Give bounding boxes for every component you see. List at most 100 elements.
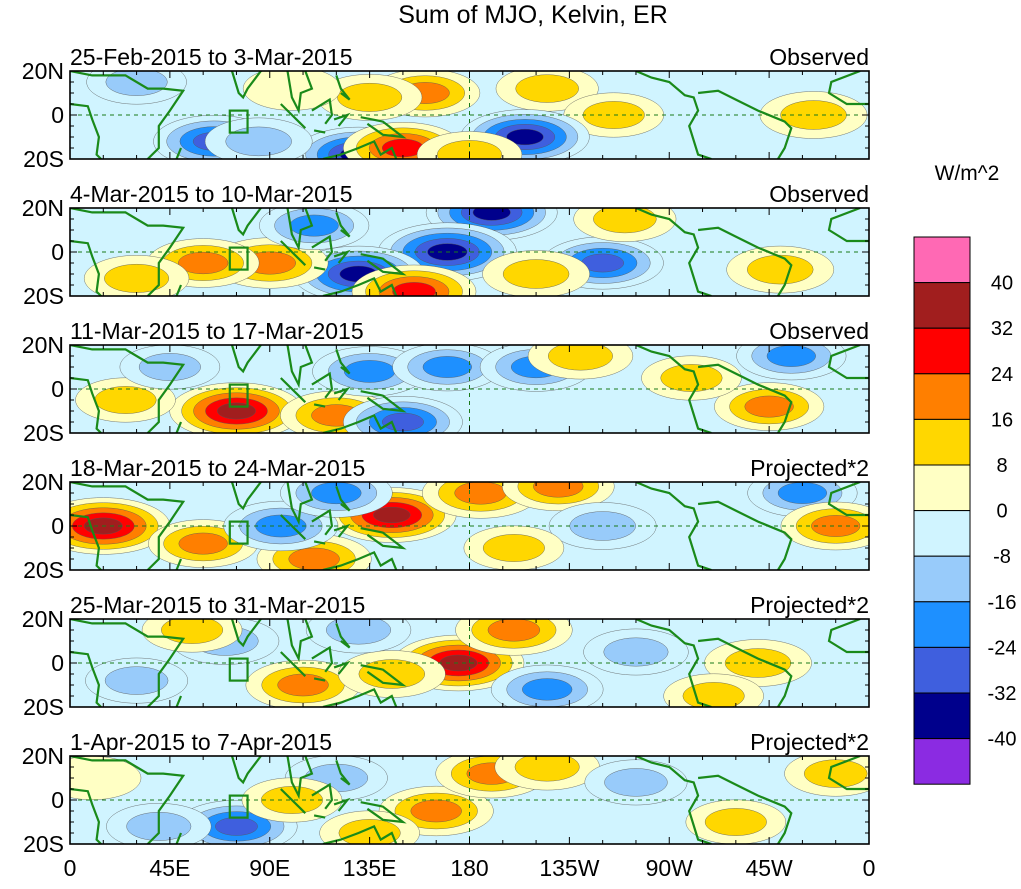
y-tick-label: 20S	[23, 420, 64, 446]
coastline	[827, 345, 869, 380]
anomaly-contour	[533, 482, 584, 498]
colorbar: 40 32 24 16 8 0 -8 -16 -24 -32 -40	[913, 236, 1016, 785]
coastline	[635, 756, 712, 844]
anomaly-contour	[178, 251, 229, 275]
anomaly-contour	[522, 678, 573, 701]
anomaly-contour	[358, 659, 426, 689]
coastline	[70, 650, 102, 707]
y-tick-label: 20N	[22, 743, 64, 769]
coastline	[335, 486, 351, 512]
coastline	[313, 677, 326, 682]
coastline	[333, 523, 351, 538]
colorbar-label: 0	[996, 501, 1007, 523]
coastline	[70, 208, 186, 296]
coastline	[230, 619, 262, 648]
coastline	[333, 249, 351, 264]
region-box	[228, 657, 249, 682]
panel-label: Observed	[769, 44, 869, 70]
x-tick-label: 135W	[539, 855, 599, 881]
colorbar-label: 16	[991, 409, 1013, 431]
region-box	[228, 794, 249, 819]
coastline	[175, 695, 183, 707]
coastline	[175, 421, 183, 433]
panel-label: Projected*2	[750, 729, 869, 755]
colorbar-swatch	[913, 601, 971, 648]
anomaly-contour	[747, 254, 814, 285]
x-axis: 0 45E 90E 135E 180 135W 90W 45W 0	[64, 855, 876, 881]
coastline	[175, 284, 183, 296]
x-tick-label: 180	[450, 855, 488, 881]
coastline	[333, 386, 351, 401]
anomaly-contour	[104, 666, 169, 695]
coastline	[286, 482, 314, 526]
anomaly-contour	[215, 817, 258, 836]
anomaly-contour	[178, 532, 228, 555]
coastline	[333, 660, 351, 675]
anomaly-contour	[514, 756, 580, 782]
y-tick-label: 0	[51, 787, 64, 813]
anomaly-contour	[422, 356, 472, 378]
coastline	[697, 89, 793, 159]
coastline	[313, 266, 326, 271]
x-tick-label: 45W	[745, 855, 793, 881]
x-tick-label: 90E	[249, 855, 290, 881]
y-tick-label: 20N	[22, 195, 64, 221]
coastline	[827, 619, 869, 654]
coastline	[635, 482, 712, 570]
coastline	[322, 139, 398, 159]
coastline	[335, 349, 351, 375]
coastline	[175, 832, 183, 844]
y-tick-label: 0	[51, 102, 64, 128]
anomaly-contour	[277, 673, 329, 697]
colorbar-swatch	[913, 510, 971, 557]
coastlines	[70, 756, 869, 844]
y-tick-label: 20N	[22, 58, 64, 84]
y-tick-label: 0	[51, 376, 64, 402]
coastline	[280, 103, 307, 129]
panel-date-range: 25-Feb-2015 to 3-Mar-2015	[70, 44, 353, 70]
y-tick-label: 20S	[23, 283, 64, 309]
coastline	[827, 71, 869, 106]
coastline	[697, 363, 793, 433]
anomaly-contour	[472, 208, 511, 221]
coastline	[280, 788, 307, 814]
coastlines	[70, 71, 869, 159]
anomaly-contour	[660, 364, 723, 392]
coastline	[322, 687, 398, 707]
anomaly-contour	[373, 506, 411, 524]
coastline	[286, 71, 314, 115]
coastline	[70, 756, 186, 844]
region-box	[228, 109, 249, 134]
anomaly-contour	[225, 126, 292, 157]
coastline	[335, 75, 351, 101]
coastline	[697, 774, 793, 844]
y-tick-label: 0	[51, 239, 64, 265]
coastline	[697, 500, 793, 570]
coastline	[280, 514, 307, 540]
coastline	[286, 208, 314, 252]
coastline	[635, 71, 712, 159]
anomaly-field	[70, 756, 869, 844]
coastline	[280, 651, 307, 677]
anomaly-contour	[603, 637, 669, 667]
coastline	[335, 760, 351, 786]
panels: 20N 0 20S 25-Feb-2015 to 3-Mar-2015 Observed…	[22, 44, 870, 857]
x-tick-label: 45E	[149, 855, 190, 881]
coastline	[333, 797, 351, 812]
colorbar-swatch	[913, 692, 971, 740]
coastline	[322, 276, 398, 296]
colorbar-swatch	[913, 236, 971, 284]
anomaly-field	[86, 71, 868, 159]
coastline	[311, 508, 334, 536]
panel-3: 20N 0 20S 11-Mar-2015 to 17-Mar-2015 Observe…	[22, 318, 870, 446]
coastline	[827, 482, 869, 517]
x-tick-label: 90W	[646, 855, 694, 881]
anomaly-contour	[515, 74, 579, 103]
coastline	[635, 619, 712, 707]
colorbar-swatch	[913, 646, 971, 694]
anomaly-contour	[506, 128, 544, 146]
anomaly-contour	[337, 82, 403, 112]
coastline	[360, 390, 407, 413]
anomaly-contour	[502, 259, 570, 289]
colorbar-label: -8	[993, 546, 1011, 568]
